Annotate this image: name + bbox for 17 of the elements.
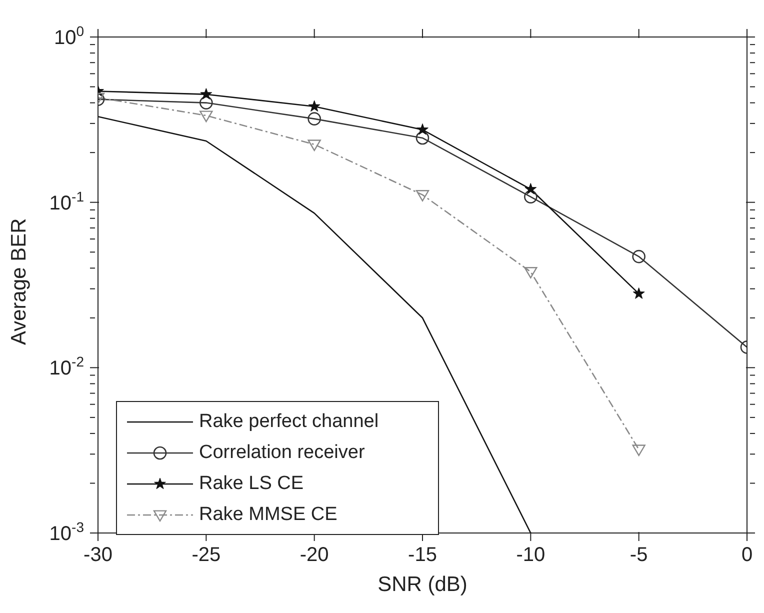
y-tick-label: 10$^{-2}$ [49, 354, 84, 380]
x-tick-label: -25 [192, 544, 221, 566]
x-tick-label: 0 [741, 544, 753, 566]
y-tick-label: 10$^{0}$ [54, 23, 84, 49]
legend-label: Rake MMSE CE [199, 504, 338, 526]
legend-label: Rake perfect channel [199, 410, 379, 432]
x-axis-title: SNR (dB) [378, 573, 468, 596]
x-tick-label: -20 [300, 544, 329, 566]
y-axis-title: Average BER [7, 218, 30, 345]
x-tick-label: -10 [516, 544, 546, 566]
y-tick-label: 10$^{-1}$ [49, 188, 84, 214]
legend-label: Rake LS CE [199, 472, 304, 494]
y-tick-label: 10$^{-3}$ [49, 519, 84, 545]
x-tick-label: -5 [630, 544, 648, 566]
x-tick-label: -15 [408, 544, 437, 566]
legend-label: Correlation receiver [199, 442, 365, 464]
x-tick-label: -30 [84, 544, 112, 566]
